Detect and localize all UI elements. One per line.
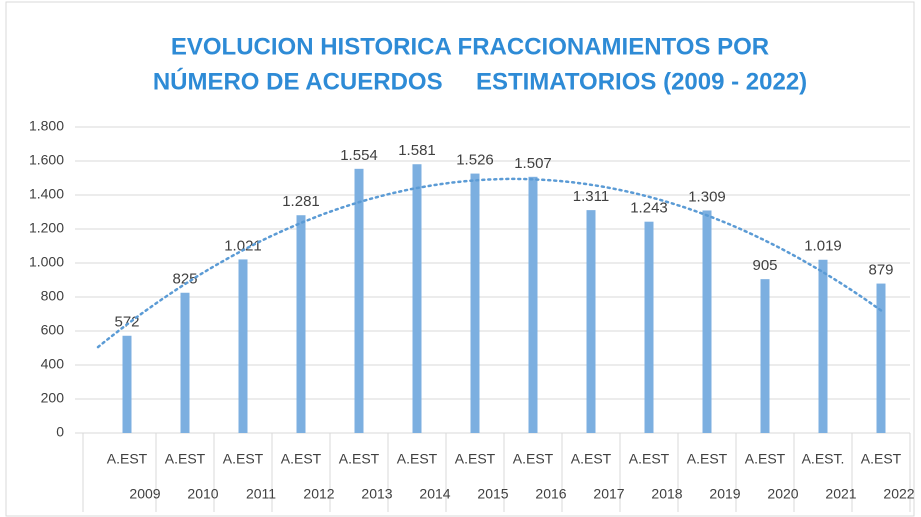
x-group-label: 2012 bbox=[303, 486, 334, 502]
y-tick-label: 800 bbox=[41, 288, 65, 304]
data-label: 1.021 bbox=[224, 237, 262, 254]
bar bbox=[354, 168, 364, 433]
bar bbox=[586, 210, 596, 433]
x-tick-label: A.EST bbox=[745, 451, 786, 467]
bar bbox=[180, 292, 190, 433]
data-label: 879 bbox=[868, 262, 893, 279]
data-label: 1.526 bbox=[456, 152, 494, 169]
x-tick-label: A.EST bbox=[339, 451, 380, 467]
bar bbox=[470, 173, 480, 433]
y-tick-label: 1.800 bbox=[29, 118, 64, 134]
data-label: 1.243 bbox=[630, 200, 668, 217]
y-tick-label: 1.600 bbox=[29, 152, 64, 168]
x-group-label: 2020 bbox=[767, 486, 798, 502]
y-tick-label: 1.000 bbox=[29, 254, 64, 270]
x-group-label: 2010 bbox=[187, 486, 218, 502]
data-label: 1.507 bbox=[514, 155, 552, 172]
bar bbox=[644, 221, 654, 433]
x-group-label: 2009 bbox=[129, 486, 160, 502]
data-label: 1.311 bbox=[573, 188, 609, 205]
x-tick-label: A.EST bbox=[281, 451, 322, 467]
x-tick-label: A.EST bbox=[397, 451, 438, 467]
x-tick-label: A.EST bbox=[165, 451, 206, 467]
bar bbox=[122, 335, 132, 433]
x-tick-label: A.EST bbox=[687, 451, 728, 467]
y-tick-label: 200 bbox=[41, 390, 65, 406]
x-group-label: 2017 bbox=[593, 486, 624, 502]
trendline bbox=[96, 177, 883, 349]
data-label: 1.019 bbox=[804, 238, 842, 255]
x-tick-label: A.EST bbox=[861, 451, 902, 467]
x-tick-label: A.EST. bbox=[802, 451, 845, 467]
bar bbox=[818, 259, 828, 433]
bar bbox=[296, 215, 306, 433]
data-label: 825 bbox=[172, 271, 197, 288]
y-tick-label: 1.400 bbox=[29, 186, 64, 202]
bar bbox=[238, 259, 248, 433]
data-label: 1.309 bbox=[688, 188, 726, 205]
x-tick-label: A.EST bbox=[571, 451, 612, 467]
x-group-label: 2013 bbox=[361, 486, 392, 502]
x-group-label: 2018 bbox=[651, 486, 682, 502]
data-label: 572 bbox=[114, 314, 139, 331]
data-label: 905 bbox=[752, 257, 777, 274]
x-group-label: 2022 bbox=[883, 486, 914, 502]
bar bbox=[702, 210, 712, 433]
bar bbox=[412, 164, 422, 434]
data-label: 1.581 bbox=[398, 142, 436, 159]
x-group-label: 2016 bbox=[535, 486, 566, 502]
bar bbox=[760, 279, 770, 433]
bar bbox=[528, 176, 538, 433]
x-group-label: 2015 bbox=[477, 486, 508, 502]
x-tick-label: A.EST bbox=[107, 451, 148, 467]
chart-title: NÚMERO DE ACUERDOS ESTIMATORIOS (2009 - … bbox=[153, 67, 807, 95]
x-group-label: 2014 bbox=[419, 486, 450, 502]
data-label: 1.281 bbox=[282, 193, 320, 210]
x-group-label: 2011 bbox=[246, 486, 276, 502]
x-group-label: 2019 bbox=[709, 486, 740, 502]
x-group-label: 2021 bbox=[825, 486, 856, 502]
bar bbox=[876, 283, 886, 433]
data-label: 1.554 bbox=[340, 147, 378, 164]
x-tick-label: A.EST bbox=[223, 451, 264, 467]
y-tick-label: 1.200 bbox=[29, 220, 64, 236]
x-tick-label: A.EST bbox=[513, 451, 554, 467]
y-tick-label: 600 bbox=[41, 322, 65, 338]
x-tick-label: A.EST bbox=[629, 451, 670, 467]
y-tick-label: 400 bbox=[41, 356, 65, 372]
x-tick-label: A.EST bbox=[455, 451, 496, 467]
y-tick-label: 0 bbox=[56, 424, 64, 440]
chart-title: EVOLUCION HISTORICA FRACCIONAMIENTOS POR bbox=[171, 33, 769, 60]
